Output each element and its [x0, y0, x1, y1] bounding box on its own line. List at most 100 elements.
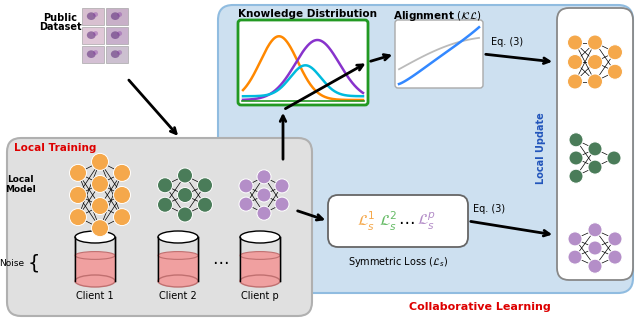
Circle shape [257, 206, 271, 220]
Circle shape [257, 170, 271, 184]
Circle shape [70, 186, 86, 203]
Text: $\mathcal{L}_s^1$: $\mathcal{L}_s^1$ [356, 209, 375, 232]
Ellipse shape [87, 12, 95, 20]
FancyBboxPatch shape [328, 195, 468, 247]
Ellipse shape [240, 252, 280, 259]
Circle shape [70, 164, 86, 181]
Ellipse shape [87, 31, 95, 39]
Ellipse shape [75, 231, 115, 243]
Bar [240, 256, 280, 281]
Circle shape [568, 232, 582, 246]
Text: Client 2: Client 2 [159, 291, 197, 301]
Circle shape [177, 207, 193, 222]
Circle shape [113, 164, 131, 181]
Text: {: { [28, 254, 40, 273]
FancyBboxPatch shape [218, 5, 633, 293]
Bar [75, 256, 115, 281]
Circle shape [588, 241, 602, 255]
Circle shape [92, 175, 109, 192]
Circle shape [607, 45, 623, 60]
Bar [106, 27, 128, 44]
Text: Collaborative Learning: Collaborative Learning [409, 302, 551, 312]
Circle shape [569, 133, 583, 147]
Circle shape [92, 220, 109, 237]
Ellipse shape [93, 50, 98, 55]
Bar [106, 8, 128, 25]
Circle shape [588, 259, 602, 273]
Circle shape [568, 74, 582, 89]
Circle shape [608, 232, 622, 246]
Circle shape [177, 168, 193, 183]
Text: Alignment $(\mathcal{KL})$: Alignment $(\mathcal{KL})$ [393, 9, 481, 23]
Text: Client p: Client p [241, 291, 279, 301]
Circle shape [198, 178, 212, 193]
Ellipse shape [158, 252, 198, 259]
Ellipse shape [158, 275, 198, 287]
Text: $\mathcal{L}_s^2$: $\mathcal{L}_s^2$ [379, 209, 397, 232]
Ellipse shape [75, 252, 115, 259]
Ellipse shape [93, 31, 98, 36]
Circle shape [588, 223, 602, 237]
Circle shape [568, 250, 582, 264]
Circle shape [569, 169, 583, 183]
FancyBboxPatch shape [395, 20, 483, 88]
Text: Eq. (3): Eq. (3) [473, 204, 505, 214]
Text: $\mathcal{L}_s^p$: $\mathcal{L}_s^p$ [417, 211, 435, 231]
Ellipse shape [75, 275, 115, 287]
Circle shape [239, 197, 253, 211]
Bar [82, 8, 104, 25]
Text: Client 1: Client 1 [76, 291, 114, 301]
Bar [106, 46, 128, 63]
Circle shape [275, 197, 289, 211]
Ellipse shape [111, 12, 120, 20]
Ellipse shape [93, 12, 98, 17]
Circle shape [608, 250, 622, 264]
Text: Local
Model: Local Model [4, 175, 35, 194]
Bar [82, 27, 104, 44]
Circle shape [92, 198, 109, 215]
Circle shape [113, 186, 131, 203]
Bar [158, 256, 198, 281]
Circle shape [70, 209, 86, 226]
Text: Knowledge Distribution: Knowledge Distribution [237, 9, 376, 19]
Text: Symmetric Loss $(\mathcal{L}_s)$: Symmetric Loss $(\mathcal{L}_s)$ [348, 255, 448, 269]
Circle shape [239, 179, 253, 193]
Circle shape [92, 153, 109, 170]
Text: Eq. (3): Eq. (3) [491, 37, 523, 47]
FancyBboxPatch shape [238, 20, 368, 105]
Ellipse shape [158, 231, 198, 243]
Text: $\cdots$: $\cdots$ [397, 212, 414, 230]
Circle shape [569, 151, 583, 165]
Circle shape [588, 160, 602, 174]
FancyBboxPatch shape [557, 8, 633, 280]
Ellipse shape [87, 50, 95, 58]
Circle shape [568, 35, 582, 50]
Bar [82, 46, 104, 63]
Circle shape [257, 188, 271, 202]
Text: $\cdots$: $\cdots$ [212, 252, 228, 270]
Ellipse shape [117, 31, 122, 36]
Ellipse shape [240, 275, 280, 287]
FancyBboxPatch shape [7, 138, 312, 316]
Circle shape [568, 54, 582, 69]
Circle shape [588, 35, 602, 50]
Circle shape [588, 54, 602, 69]
Ellipse shape [117, 12, 122, 17]
Ellipse shape [117, 50, 122, 55]
Circle shape [607, 64, 623, 79]
Ellipse shape [240, 231, 280, 243]
Circle shape [177, 187, 193, 202]
Text: Noise: Noise [0, 259, 24, 268]
Circle shape [157, 178, 173, 193]
Circle shape [198, 197, 212, 212]
Circle shape [113, 209, 131, 226]
Text: Public: Public [43, 13, 77, 23]
Circle shape [588, 74, 602, 89]
Circle shape [275, 179, 289, 193]
Text: Local Update: Local Update [536, 112, 546, 184]
Text: Local Training: Local Training [14, 143, 97, 153]
Circle shape [157, 197, 173, 212]
Text: Dataset: Dataset [38, 22, 81, 32]
Circle shape [588, 142, 602, 156]
Ellipse shape [111, 50, 120, 58]
